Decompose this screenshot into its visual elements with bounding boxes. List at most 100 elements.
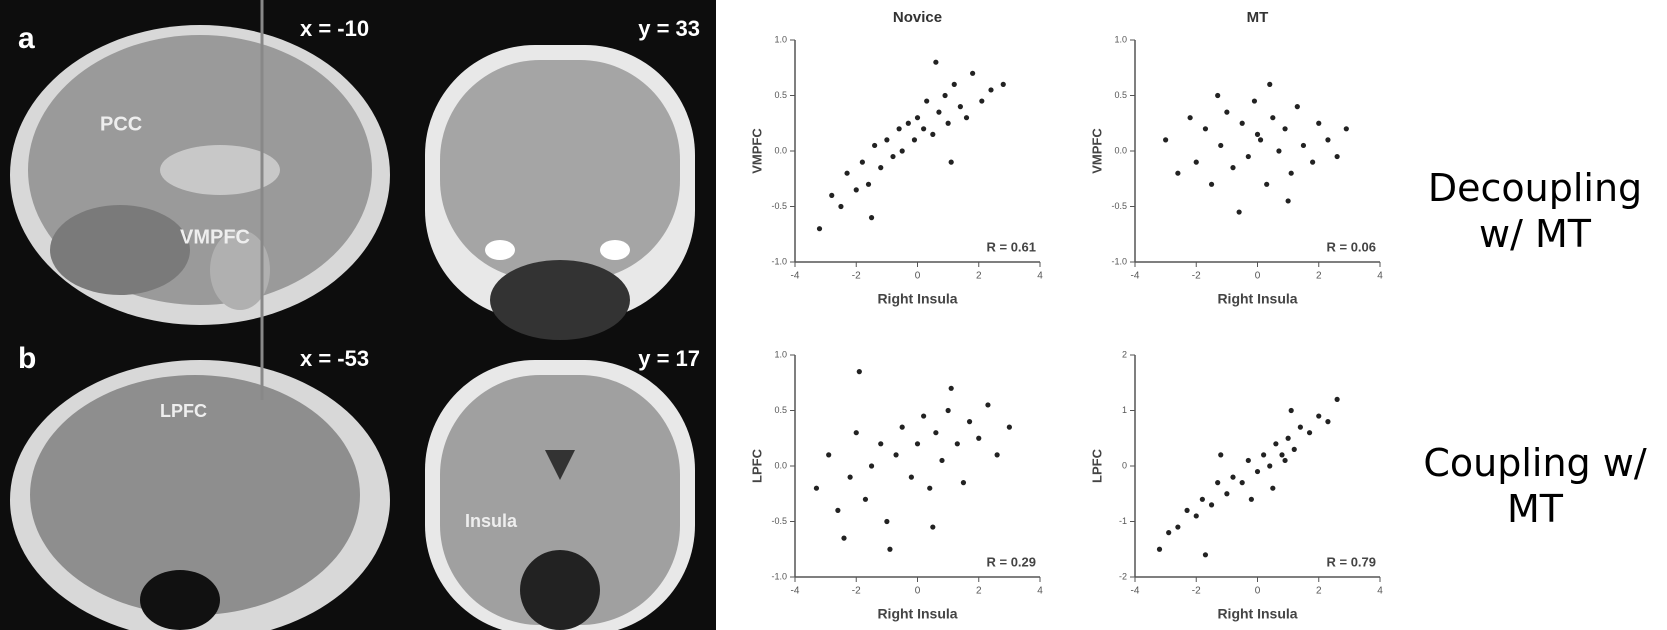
point xyxy=(1298,425,1303,430)
point xyxy=(1255,132,1260,137)
annotation: R = 0.61 xyxy=(986,239,1036,254)
point xyxy=(921,126,926,131)
point xyxy=(890,154,895,159)
point xyxy=(995,452,1000,457)
x-tick-label: 0 xyxy=(1255,271,1261,282)
panel-letter: a xyxy=(18,22,35,55)
coronal-slice-b xyxy=(425,360,695,630)
x-axis-label: Right Insula xyxy=(877,606,957,622)
x-tick-label: -2 xyxy=(1192,271,1201,282)
point xyxy=(854,187,859,192)
region-label: VMPFC xyxy=(180,226,250,248)
x-tick-label: 0 xyxy=(915,271,921,282)
point xyxy=(1270,115,1275,120)
point xyxy=(860,160,865,165)
point xyxy=(930,524,935,529)
point xyxy=(970,71,975,76)
point xyxy=(1240,121,1245,126)
y-tick-label: 1.0 xyxy=(774,34,787,44)
point xyxy=(1267,463,1272,468)
point xyxy=(897,126,902,131)
point xyxy=(1335,154,1340,159)
point xyxy=(1292,447,1297,452)
chart-title: Novice xyxy=(893,9,942,26)
point xyxy=(1279,452,1284,457)
region-label: Insula xyxy=(465,511,518,531)
panel-letter: b xyxy=(18,342,36,375)
y-axis-label: LPFC xyxy=(1089,448,1104,483)
point xyxy=(1230,475,1235,480)
point xyxy=(844,171,849,176)
x-tick-label: 2 xyxy=(1316,271,1322,282)
y-tick-label: -0.5 xyxy=(1111,201,1127,211)
point xyxy=(1200,497,1205,502)
y-tick-label: 0.0 xyxy=(774,145,787,155)
slice-coordinate: y = 33 xyxy=(638,16,700,41)
point xyxy=(1184,508,1189,513)
y-tick-label: 1.0 xyxy=(774,349,787,359)
point xyxy=(1270,486,1275,491)
point xyxy=(985,402,990,407)
point xyxy=(1258,137,1263,142)
x-tick-label: -2 xyxy=(852,271,861,282)
point xyxy=(976,436,981,441)
side-note: Decoupling w/ MT xyxy=(1410,165,1660,257)
x-tick-label: -4 xyxy=(1131,586,1140,597)
y-tick-label: 0.0 xyxy=(1114,145,1127,155)
point xyxy=(854,430,859,435)
point xyxy=(1166,530,1171,535)
slide: a x = -10 y = 33 PCC VMPFC b x = -53 y =… xyxy=(0,0,1667,630)
x-tick-label: 0 xyxy=(915,586,921,597)
y-tick-label: 2 xyxy=(1122,349,1127,359)
point xyxy=(878,441,883,446)
point xyxy=(961,480,966,485)
point xyxy=(1209,182,1214,187)
y-tick-label: 0.5 xyxy=(774,405,787,415)
point xyxy=(964,115,969,120)
x-tick-label: 0 xyxy=(1255,586,1261,597)
point xyxy=(949,160,954,165)
point xyxy=(1224,491,1229,496)
point xyxy=(952,82,957,87)
x-tick-label: 2 xyxy=(976,271,982,282)
point xyxy=(1224,110,1229,115)
figure: a x = -10 y = 33 PCC VMPFC b x = -53 y =… xyxy=(0,0,1667,630)
point xyxy=(1282,458,1287,463)
point xyxy=(1203,126,1208,131)
y-tick-label: -1.0 xyxy=(771,256,787,266)
side-note: Coupling w/ MT xyxy=(1410,440,1660,532)
point xyxy=(887,547,892,552)
point xyxy=(1215,93,1220,98)
point xyxy=(942,93,947,98)
point xyxy=(884,519,889,524)
annotation: R = 0.06 xyxy=(1326,239,1376,254)
point xyxy=(900,425,905,430)
x-tick-label: -2 xyxy=(852,586,861,597)
point xyxy=(1163,137,1168,142)
point xyxy=(1175,171,1180,176)
annotation: R = 0.29 xyxy=(986,554,1036,569)
y-tick-label: 1 xyxy=(1122,405,1127,415)
region-label: LPFC xyxy=(160,401,207,421)
x-tick-label: 2 xyxy=(976,586,982,597)
point xyxy=(906,121,911,126)
point xyxy=(1325,137,1330,142)
point xyxy=(814,486,819,491)
point xyxy=(1316,413,1321,418)
y-tick-label: -1.0 xyxy=(1111,256,1127,266)
point xyxy=(1310,160,1315,165)
point xyxy=(884,137,889,142)
point xyxy=(936,110,941,115)
point xyxy=(1282,126,1287,131)
y-tick-label: -0.5 xyxy=(771,201,787,211)
x-tick-label: 2 xyxy=(1316,586,1322,597)
y-tick-label: -0.5 xyxy=(771,516,787,526)
point xyxy=(1001,82,1006,87)
point xyxy=(1240,480,1245,485)
y-tick-label: -1.0 xyxy=(771,571,787,581)
point xyxy=(1246,154,1251,159)
point xyxy=(933,430,938,435)
point xyxy=(872,143,877,148)
point xyxy=(1344,126,1349,131)
y-tick-label: 0.0 xyxy=(774,460,787,470)
